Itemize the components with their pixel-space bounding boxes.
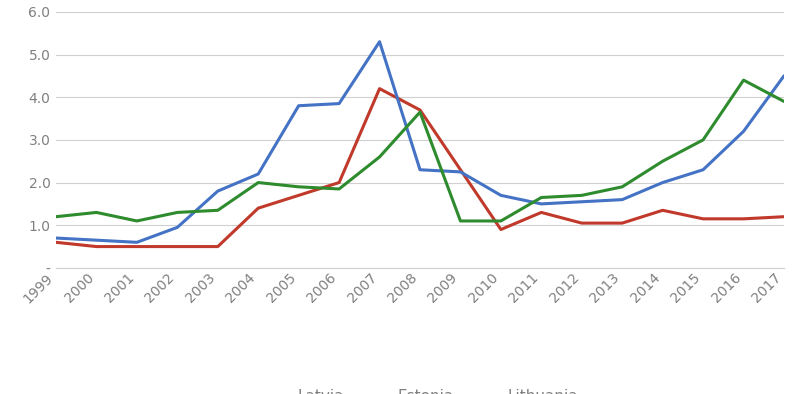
- Line: Lithuania: Lithuania: [56, 80, 784, 221]
- Estonia: [213, 189, 222, 193]
- Estonia: [51, 236, 61, 240]
- Latvia: [173, 244, 182, 249]
- Line: Estonia: Estonia: [56, 42, 784, 242]
- Latvia: [537, 210, 546, 215]
- Latvia: [213, 244, 222, 249]
- Lithuania: [173, 210, 182, 215]
- Lithuania: [294, 184, 303, 189]
- Lithuania: [254, 180, 263, 185]
- Lithuania: [92, 210, 102, 215]
- Latvia: [415, 108, 425, 112]
- Latvia: [658, 208, 667, 213]
- Estonia: [618, 197, 627, 202]
- Estonia: [92, 238, 102, 243]
- Lithuania: [537, 195, 546, 200]
- Latvia: [294, 193, 303, 198]
- Lithuania: [456, 219, 466, 223]
- Lithuania: [374, 154, 384, 159]
- Estonia: [374, 39, 384, 44]
- Estonia: [658, 180, 667, 185]
- Estonia: [738, 129, 748, 134]
- Line: Latvia: Latvia: [56, 89, 784, 247]
- Latvia: [738, 216, 748, 221]
- Estonia: [173, 225, 182, 230]
- Estonia: [334, 101, 344, 106]
- Estonia: [456, 169, 466, 174]
- Latvia: [92, 244, 102, 249]
- Lithuania: [658, 159, 667, 164]
- Estonia: [294, 103, 303, 108]
- Latvia: [618, 221, 627, 225]
- Latvia: [51, 240, 61, 245]
- Lithuania: [698, 138, 708, 142]
- Legend: Latvia, Estonia, Lithuania: Latvia, Estonia, Lithuania: [256, 383, 584, 394]
- Lithuania: [738, 78, 748, 82]
- Estonia: [132, 240, 142, 245]
- Latvia: [496, 227, 506, 232]
- Estonia: [415, 167, 425, 172]
- Estonia: [779, 74, 789, 78]
- Estonia: [577, 199, 586, 204]
- Lithuania: [496, 219, 506, 223]
- Estonia: [254, 172, 263, 177]
- Latvia: [334, 180, 344, 185]
- Lithuania: [779, 99, 789, 104]
- Estonia: [698, 167, 708, 172]
- Latvia: [779, 214, 789, 219]
- Latvia: [577, 221, 586, 225]
- Latvia: [698, 216, 708, 221]
- Lithuania: [577, 193, 586, 198]
- Lithuania: [618, 184, 627, 189]
- Estonia: [537, 202, 546, 206]
- Latvia: [374, 86, 384, 91]
- Lithuania: [51, 214, 61, 219]
- Lithuania: [132, 219, 142, 223]
- Lithuania: [334, 187, 344, 191]
- Estonia: [496, 193, 506, 198]
- Latvia: [254, 206, 263, 210]
- Lithuania: [415, 110, 425, 115]
- Lithuania: [213, 208, 222, 213]
- Latvia: [132, 244, 142, 249]
- Latvia: [456, 167, 466, 172]
